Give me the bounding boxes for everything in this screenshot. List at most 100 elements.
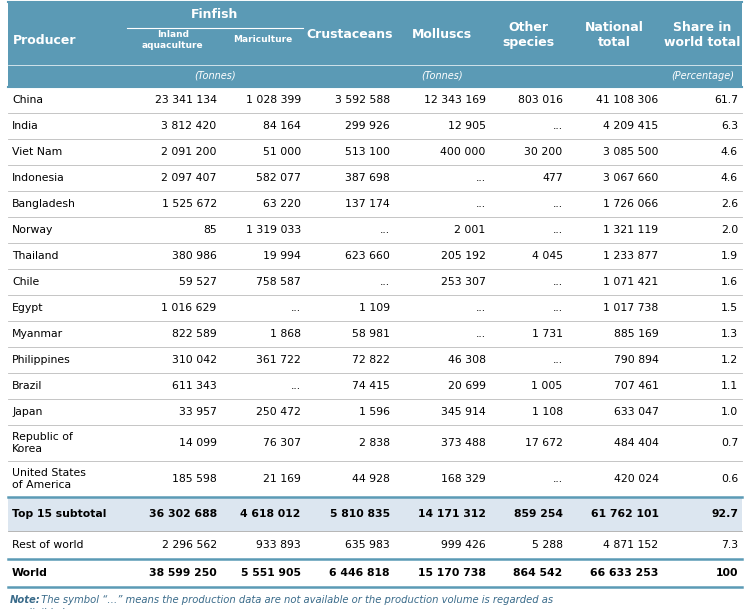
Text: 1 005: 1 005 <box>532 381 562 391</box>
Text: 1 596: 1 596 <box>358 407 390 417</box>
Text: 59 527: 59 527 <box>178 277 217 287</box>
Text: 1 731: 1 731 <box>532 329 562 339</box>
Bar <box>8 559 742 587</box>
Text: 933 893: 933 893 <box>256 540 301 550</box>
Text: 205 192: 205 192 <box>441 251 485 261</box>
Text: 2 296 562: 2 296 562 <box>161 540 217 550</box>
Text: Republic of
Korea: Republic of Korea <box>12 432 73 454</box>
Text: 7.3: 7.3 <box>721 540 738 550</box>
Text: 1.0: 1.0 <box>721 407 738 417</box>
Text: 4.6: 4.6 <box>721 147 738 157</box>
Text: ...: ... <box>291 381 301 391</box>
Text: 477: 477 <box>542 173 562 183</box>
Bar <box>8 87 742 113</box>
Text: 2 838: 2 838 <box>358 438 390 448</box>
Bar <box>8 2 742 87</box>
Text: (Tonnes): (Tonnes) <box>194 71 236 81</box>
Text: 0.7: 0.7 <box>721 438 738 448</box>
Text: 299 926: 299 926 <box>345 121 390 131</box>
Text: Note:: Note: <box>10 595 40 605</box>
Text: ...: ... <box>553 474 562 484</box>
Text: 0.6: 0.6 <box>721 474 738 484</box>
Text: 803 016: 803 016 <box>518 95 562 105</box>
Text: ...: ... <box>380 225 390 235</box>
Text: 484 404: 484 404 <box>614 438 658 448</box>
Text: 85: 85 <box>203 225 217 235</box>
Text: Finfish: Finfish <box>191 9 238 21</box>
Text: Bangladesh: Bangladesh <box>12 199 76 209</box>
Text: 63 220: 63 220 <box>262 199 301 209</box>
Text: Top 15 subtotal: Top 15 subtotal <box>12 509 106 519</box>
Text: National
total: National total <box>585 21 644 49</box>
Text: Crustaceans: Crustaceans <box>306 29 392 41</box>
Text: 790 894: 790 894 <box>614 355 658 365</box>
Text: 623 660: 623 660 <box>345 251 390 261</box>
Text: ...: ... <box>553 121 562 131</box>
Text: 41 108 306: 41 108 306 <box>596 95 658 105</box>
Bar <box>8 269 742 295</box>
Text: 633 047: 633 047 <box>614 407 658 417</box>
Text: 76 307: 76 307 <box>262 438 301 448</box>
Text: ...: ... <box>553 225 562 235</box>
Text: 611 343: 611 343 <box>172 381 217 391</box>
Text: 58 981: 58 981 <box>352 329 390 339</box>
Bar <box>8 373 742 399</box>
Text: 1 233 877: 1 233 877 <box>604 251 658 261</box>
Text: 361 722: 361 722 <box>256 355 301 365</box>
Bar <box>8 243 742 269</box>
Text: 2 001: 2 001 <box>454 225 485 235</box>
Text: 3 592 588: 3 592 588 <box>334 95 390 105</box>
Text: Philippines: Philippines <box>12 355 70 365</box>
Text: 1 319 033: 1 319 033 <box>245 225 301 235</box>
Text: 1 321 119: 1 321 119 <box>604 225 658 235</box>
Text: 30 200: 30 200 <box>524 147 562 157</box>
Text: 1.3: 1.3 <box>721 329 738 339</box>
Bar <box>8 399 742 425</box>
Text: Egypt: Egypt <box>12 303 44 313</box>
Bar <box>8 531 742 559</box>
Text: 14 099: 14 099 <box>178 438 217 448</box>
Text: 1.9: 1.9 <box>721 251 738 261</box>
Text: 74 415: 74 415 <box>352 381 390 391</box>
Text: 345 914: 345 914 <box>441 407 485 417</box>
Text: 2.6: 2.6 <box>721 199 738 209</box>
Bar <box>8 497 742 531</box>
Text: 635 983: 635 983 <box>345 540 390 550</box>
Text: 19 994: 19 994 <box>263 251 301 261</box>
Text: 168 329: 168 329 <box>441 474 485 484</box>
Text: 310 042: 310 042 <box>172 355 217 365</box>
Text: ...: ... <box>553 303 562 313</box>
Text: Japan: Japan <box>12 407 42 417</box>
Text: United States
of America: United States of America <box>12 468 86 490</box>
Text: 250 472: 250 472 <box>256 407 301 417</box>
Text: 380 986: 380 986 <box>172 251 217 261</box>
Text: Thailand: Thailand <box>12 251 58 261</box>
Text: 61.7: 61.7 <box>714 95 738 105</box>
Text: 253 307: 253 307 <box>441 277 485 287</box>
Text: World: World <box>12 568 48 578</box>
Bar <box>8 461 742 497</box>
Text: 758 587: 758 587 <box>256 277 301 287</box>
Text: 12 343 169: 12 343 169 <box>424 95 485 105</box>
Text: Indonesia: Indonesia <box>12 173 64 183</box>
Text: 3 812 420: 3 812 420 <box>161 121 217 131</box>
Text: 1 868: 1 868 <box>270 329 301 339</box>
Text: ...: ... <box>553 355 562 365</box>
Text: Rest of world: Rest of world <box>12 540 83 550</box>
Text: 38 599 250: 38 599 250 <box>149 568 217 578</box>
Text: 373 488: 373 488 <box>441 438 485 448</box>
Text: 1 108: 1 108 <box>532 407 562 417</box>
Text: The symbol “…” means the production data are not available or the production vol: The symbol “…” means the production data… <box>38 595 553 605</box>
Text: 864 542: 864 542 <box>514 568 562 578</box>
Text: 15 170 738: 15 170 738 <box>418 568 485 578</box>
Text: 23 341 134: 23 341 134 <box>154 95 217 105</box>
Text: 14 171 312: 14 171 312 <box>418 509 485 519</box>
Text: 4 045: 4 045 <box>532 251 562 261</box>
Text: 5 288: 5 288 <box>532 540 562 550</box>
Bar <box>8 191 742 217</box>
Text: 66 633 253: 66 633 253 <box>590 568 658 578</box>
Text: 1 016 629: 1 016 629 <box>161 303 217 313</box>
Text: 51 000: 51 000 <box>262 147 301 157</box>
Text: 1 726 066: 1 726 066 <box>603 199 658 209</box>
Bar <box>8 347 742 373</box>
